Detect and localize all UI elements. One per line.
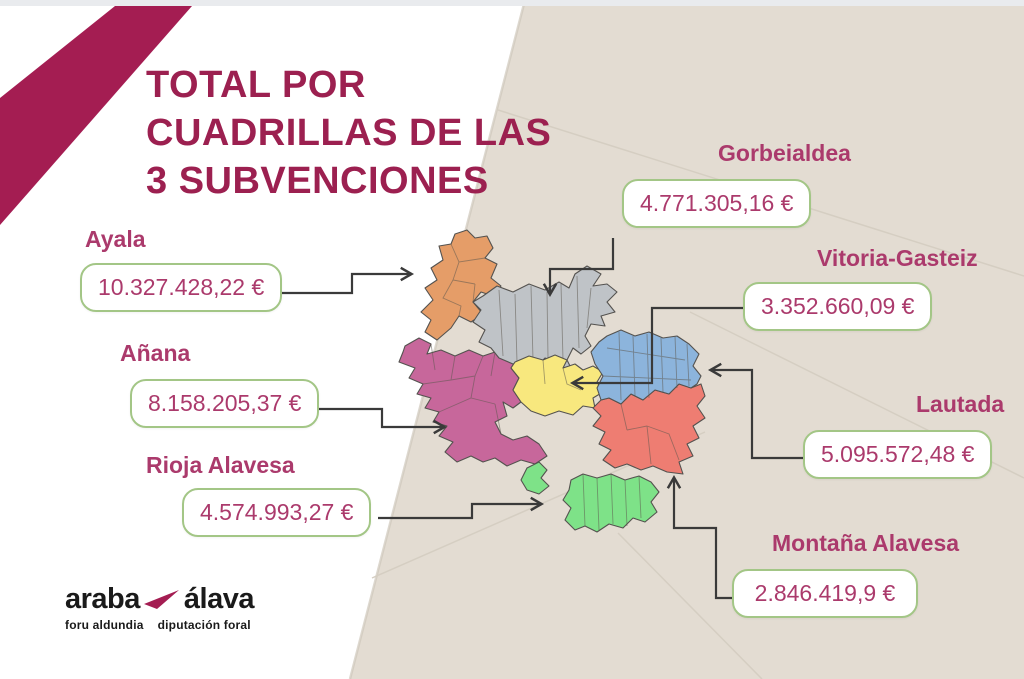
label-lautada: Lautada (916, 391, 1005, 417)
logo-tagline-spanish: diputación foral (157, 618, 251, 632)
label-gorbeialdea: Gorbeialdea (718, 140, 851, 166)
map-region-vitoria-gasteiz (510, 354, 604, 417)
amount-lautada: 5.095.572,48 € (821, 441, 975, 467)
map-region-anana (398, 337, 548, 467)
top-strip (0, 0, 1024, 6)
label-ayala: Ayala (85, 226, 146, 252)
map-region-lautada (590, 329, 702, 405)
amount-box-gorbeialdea: 4.771.305,16 € (622, 179, 812, 228)
label-anana: Añana (120, 340, 191, 366)
label-rioja-alavesa: Rioja Alavesa (146, 452, 295, 478)
amount-vitoria-gasteiz: 3.352.660,09 € (761, 293, 915, 319)
arrow-rioja-alavesa (378, 496, 545, 520)
amount-anana: 8.158.205,37 € (148, 390, 302, 416)
beige-panel (350, 0, 1024, 679)
arrow-gorbeialdea (542, 238, 615, 298)
corner-wedge (0, 6, 192, 225)
arrow-montana-alavesa (666, 474, 733, 600)
logo-dart-icon (143, 589, 179, 609)
amount-rioja-alavesa: 4.574.993,27 € (200, 499, 354, 525)
amount-box-lautada: 5.095.572,48 € (803, 430, 993, 479)
araba-alava-logo: araba álava foru aldundia diputación for… (65, 583, 254, 632)
logo-word-araba: araba (65, 583, 140, 615)
logo-tagline-basque: foru aldundia (65, 618, 144, 632)
amount-box-vitoria-gasteiz: 3.352.660,09 € (743, 282, 933, 331)
arrow-anana (315, 407, 448, 435)
amount-box-ayala: 10.327.428,22 € (80, 263, 283, 312)
amount-montana-alavesa: 2.846.419,9 € (754, 580, 896, 606)
amount-ayala: 10.327.428,22 € (98, 274, 265, 300)
arrow-lautada (707, 362, 803, 460)
label-montana-alavesa: Montaña Alavesa (772, 530, 960, 556)
map-region-gorbeialdea (472, 265, 618, 377)
arrow-ayala (278, 266, 415, 295)
amount-gorbeialdea: 4.771.305,16 € (640, 190, 794, 216)
page-title: TOTAL POR CUADRILLAS DE LAS 3 SUBVENCION… (146, 64, 552, 202)
map-region-rioja-alavesa (520, 461, 660, 533)
logo-word-alava: álava (183, 583, 255, 615)
arrow-vitoria-gasteiz (569, 306, 743, 391)
label-vitoria-gasteiz: Vitoria-Gasteiz (817, 245, 978, 271)
amount-box-rioja-alavesa: 4.574.993,27 € (182, 488, 372, 537)
alava-cuadrillas-map (398, 229, 706, 533)
amount-box-montana-alavesa: 2.846.419,9 € (732, 569, 918, 618)
amount-box-anana: 8.158.205,37 € (130, 379, 320, 428)
